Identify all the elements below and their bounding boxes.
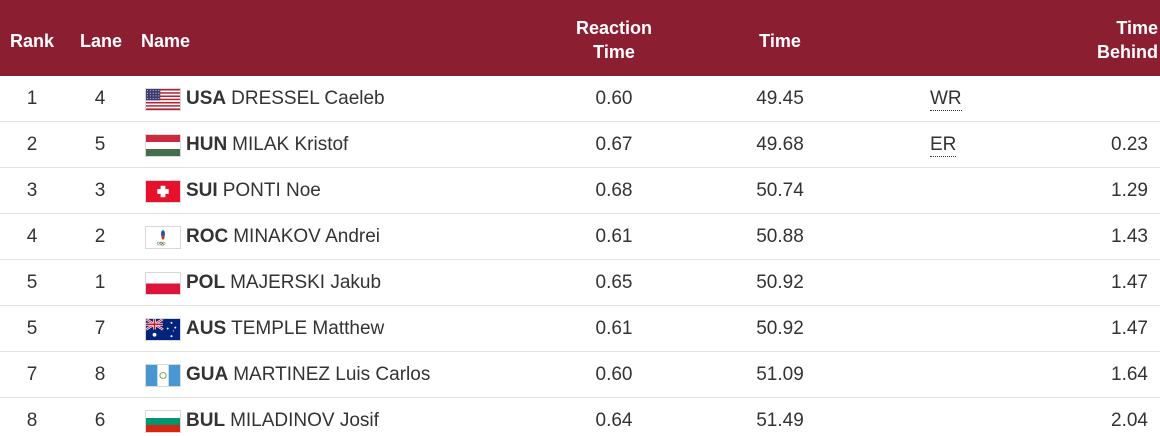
time-cell: 49.68 [756, 134, 804, 155]
reaction-time-cell: 0.60 [595, 88, 633, 109]
time-cell: 51.09 [756, 364, 804, 385]
lane-cell: 1 [94, 272, 106, 293]
rank-cell: 5 [26, 272, 38, 293]
header-lane[interactable]: Lane [80, 31, 123, 51]
time-behind-cell: 1.47 [1111, 272, 1148, 293]
time-cell: 50.92 [756, 272, 804, 293]
noc-code: USA [186, 88, 227, 109]
rank-cell: 5 [26, 318, 38, 339]
table-header: Rank Lane Name Reaction Time Time Time B… [0, 0, 1160, 76]
rank-cell: 3 [26, 180, 38, 201]
reaction-time-cell: 0.61 [595, 226, 633, 247]
athlete-name-text: PONTI Noe [222, 180, 321, 201]
roc-flag-icon [145, 226, 181, 249]
time-cell: 50.88 [756, 226, 804, 247]
athlete-name[interactable]: AUS TEMPLE Matthew [186, 306, 384, 352]
hun-flag-icon [145, 134, 181, 157]
usa-flag-icon [145, 88, 181, 111]
header-reaction-time[interactable]: Reaction Time [552, 16, 676, 64]
lane-cell: 2 [94, 226, 106, 247]
rank-cell: 2 [26, 134, 38, 155]
athlete-name-text: DRESSEL Caeleb [231, 88, 385, 109]
table-row[interactable]: 5 1 POL MAJERSKI Jakub 0.65 50.92 1.47 [0, 260, 1160, 306]
athlete-name[interactable]: GUA MARTINEZ Luis Carlos [186, 352, 430, 398]
time-behind-cell: 1.47 [1111, 318, 1148, 339]
table-body: 1 4 USA DRESSEL Caeleb 0.60 49.45 WR 2 5 … [0, 76, 1160, 436]
reaction-time-cell: 0.61 [595, 318, 633, 339]
time-cell: 50.92 [756, 318, 804, 339]
athlete-name-text: MILAK Kristof [232, 134, 349, 155]
lane-cell: 3 [94, 180, 106, 201]
lane-cell: 5 [94, 134, 106, 155]
reaction-time-cell: 0.67 [595, 134, 633, 155]
time-behind-cell: 1.43 [1111, 226, 1148, 247]
noc-code: POL [186, 272, 226, 293]
header-time-behind[interactable]: Time Behind [1097, 16, 1158, 64]
athlete-name[interactable]: BUL MILADINOV Josif [186, 398, 379, 436]
header-behind-line1: Time [1116, 18, 1158, 38]
athlete-name[interactable]: SUI PONTI Noe [186, 168, 321, 214]
athlete-name[interactable]: USA DRESSEL Caeleb [186, 76, 385, 122]
athlete-name[interactable]: ROC MINAKOV Andrei [186, 214, 380, 260]
time-behind-cell: 1.29 [1111, 180, 1148, 201]
table-row[interactable]: 5 7 AUS TEMPLE Matthew 0.61 50.92 1.47 [0, 306, 1160, 352]
noc-code: SUI [186, 180, 218, 201]
time-behind-cell: 0.23 [1111, 134, 1148, 155]
time-cell: 49.45 [756, 88, 804, 109]
athlete-name[interactable]: POL MAJERSKI Jakub [186, 260, 381, 306]
rank-cell: 1 [26, 88, 38, 109]
time-behind-cell: 2.04 [1111, 410, 1148, 431]
reaction-time-cell: 0.60 [595, 364, 633, 385]
rank-cell: 8 [26, 410, 38, 431]
table-row[interactable]: 3 3 SUI PONTI Noe 0.68 50.74 1.29 [0, 168, 1160, 214]
record-badge[interactable]: WR [930, 88, 962, 111]
table-row[interactable]: 2 5 HUN MILAK Kristof 0.67 49.68 ER 0.23 [0, 122, 1160, 168]
aus-flag-icon [145, 318, 181, 341]
header-reaction-line1: Reaction [575, 18, 653, 38]
noc-code: AUS [186, 318, 227, 339]
athlete-name-text: MILADINOV Josif [230, 410, 379, 431]
noc-code: ROC [186, 226, 229, 247]
rank-cell: 4 [26, 226, 38, 247]
time-cell: 50.74 [756, 180, 804, 201]
athlete-name-text: MINAKOV Andrei [233, 226, 381, 247]
record-badge[interactable]: ER [930, 134, 957, 157]
reaction-time-cell: 0.64 [595, 410, 633, 431]
reaction-time-cell: 0.68 [595, 180, 633, 201]
header-reaction-line2: Time [593, 42, 635, 62]
bul-flag-icon [145, 410, 181, 433]
athlete-name-text: TEMPLE Matthew [231, 318, 385, 339]
rank-cell: 7 [26, 364, 38, 385]
header-time[interactable]: Time [759, 31, 801, 51]
athlete-name-text: MARTINEZ Luis Carlos [233, 364, 431, 385]
table-row[interactable]: 8 6 BUL MILADINOV Josif 0.64 51.49 2.04 [0, 398, 1160, 436]
table-row[interactable]: 4 2 ROC MINAKOV Andrei 0.61 50.88 1.43 [0, 214, 1160, 260]
noc-code: GUA [186, 364, 229, 385]
lane-cell: 6 [94, 410, 106, 431]
gua-flag-icon [145, 364, 181, 387]
table-row[interactable]: 7 8 GUA MARTINEZ Luis Carlos 0.60 51.09 1… [0, 352, 1160, 398]
athlete-name-text: MAJERSKI Jakub [230, 272, 382, 293]
lane-cell: 8 [94, 364, 106, 385]
lane-cell: 4 [94, 88, 106, 109]
header-name[interactable]: Name [141, 31, 191, 51]
time-cell: 51.49 [756, 410, 804, 431]
time-behind-cell: 1.64 [1111, 364, 1148, 385]
noc-code: BUL [186, 410, 226, 431]
reaction-time-cell: 0.65 [595, 272, 633, 293]
athlete-name[interactable]: HUN MILAK Kristof [186, 122, 348, 168]
lane-cell: 7 [94, 318, 106, 339]
pol-flag-icon [145, 272, 181, 295]
table-row[interactable]: 1 4 USA DRESSEL Caeleb 0.60 49.45 WR [0, 76, 1160, 122]
header-behind-line2: Behind [1097, 42, 1158, 62]
noc-code: HUN [186, 134, 228, 155]
header-rank[interactable]: Rank [10, 31, 55, 51]
sui-flag-icon [145, 180, 181, 203]
